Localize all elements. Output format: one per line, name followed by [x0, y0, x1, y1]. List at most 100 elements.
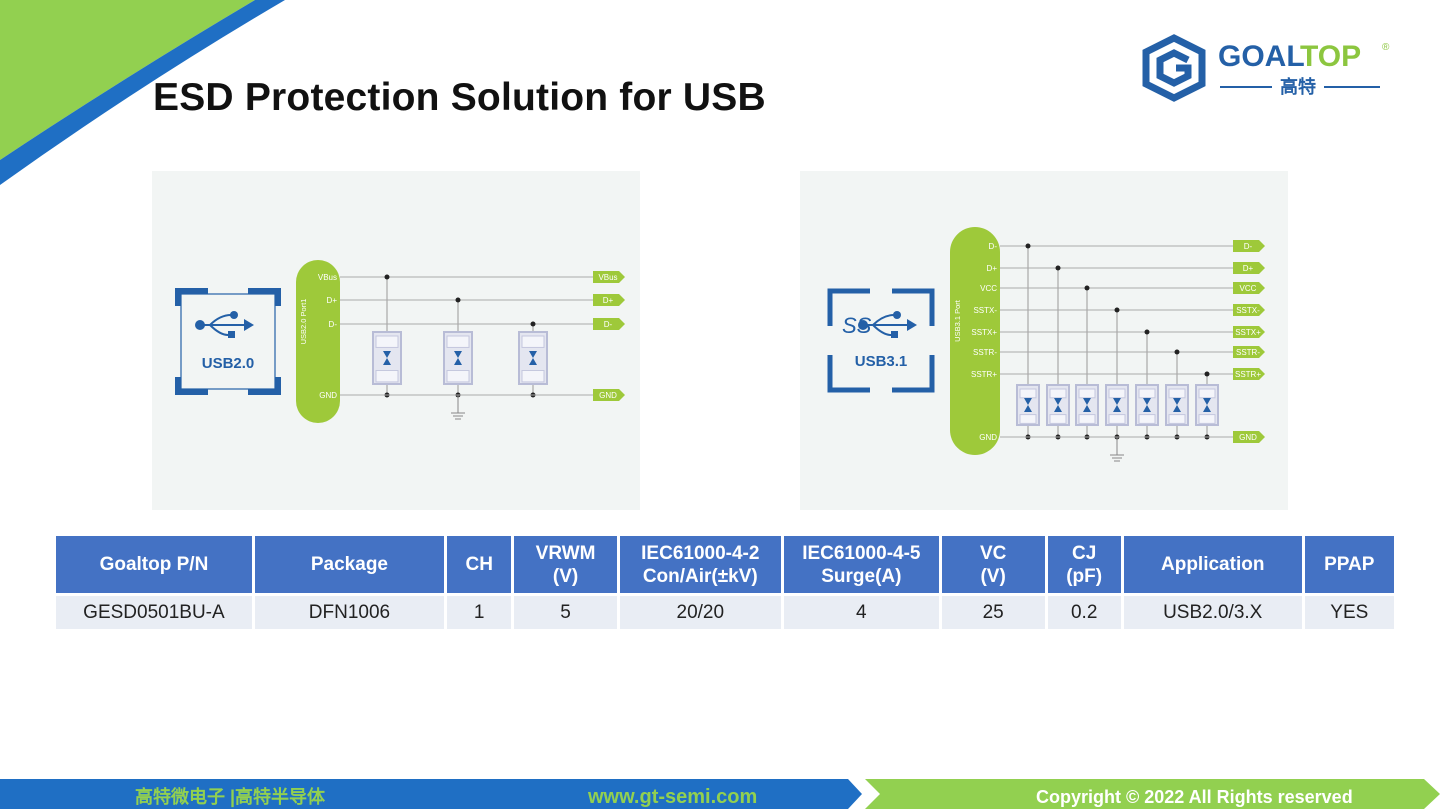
column-header-text: Goaltop P/N	[99, 554, 209, 575]
column-header-text: (V)	[552, 565, 579, 587]
column-header: PPAP	[1304, 536, 1394, 593]
table-cell: 25	[941, 596, 1045, 629]
svg-text:TOP: TOP	[1300, 40, 1361, 73]
column-header-text: (pF)	[1066, 565, 1103, 587]
port-connector	[950, 227, 1000, 455]
tag-label: GND	[1239, 433, 1257, 442]
diode-pad	[375, 335, 399, 348]
junction-dot	[455, 297, 461, 303]
tag-shape	[1233, 368, 1265, 380]
tag-label: GND	[599, 391, 617, 400]
diode-pad	[1049, 414, 1067, 424]
diode-pad	[1108, 414, 1126, 424]
usb-square	[228, 331, 235, 338]
tag-shape	[1233, 431, 1265, 443]
diode-pad	[1168, 388, 1186, 399]
diode-symbol	[1143, 398, 1151, 412]
diode-symbol	[1024, 398, 1032, 412]
table-cell: GESD0501BU-A	[56, 596, 252, 629]
diode-symbol	[454, 351, 462, 365]
signal-tag: SSTX-	[1233, 304, 1265, 316]
logo-hexagon-icon	[1142, 34, 1206, 102]
tvs-diode-icon	[372, 331, 402, 385]
junction-dot	[1025, 243, 1031, 249]
diode-pad	[1049, 388, 1067, 399]
port-connector	[296, 260, 340, 423]
tag-label: VCC	[1240, 284, 1257, 293]
diode-symbol	[529, 351, 537, 365]
diode-pad	[1019, 414, 1037, 424]
goaltop-logo: GOAL TOP ® 高特	[1134, 30, 1424, 108]
table-cell: 20/20	[619, 596, 781, 629]
column-header: VRWM (V)	[514, 536, 617, 593]
usb-dot	[893, 311, 901, 319]
column-header: IEC61000-4-2 Con/Air(±kV)	[619, 536, 781, 593]
signal-tag: D-	[1233, 240, 1265, 252]
tag-label: SSTX-	[1236, 306, 1260, 315]
column-header-text: CJ	[1072, 542, 1097, 564]
tag-label: D+	[603, 296, 614, 305]
signal-tag: D-	[593, 318, 625, 330]
tvs-diode-icon	[1195, 384, 1219, 426]
column-header-text: Package	[310, 554, 388, 575]
tag-shape	[1233, 326, 1265, 338]
diode-symbol	[1113, 398, 1121, 412]
signal-tag: SSTR-	[1233, 346, 1265, 358]
junction-dot	[1144, 329, 1150, 335]
junction-dot	[1055, 265, 1061, 271]
usb-icon: USB2.0	[175, 288, 281, 395]
diode-pad	[1078, 414, 1096, 424]
diode-pad	[446, 369, 470, 383]
ground-tag: GND	[593, 389, 625, 401]
signal-pin-label: D+	[987, 264, 998, 273]
table-header-row: Goaltop P/N Package CH VRWM (V) IEC61000-4-2 C…	[56, 536, 1394, 593]
footer-website-link[interactable]: www.gt-semi.com	[588, 786, 758, 808]
tag-label: SSTR+	[1235, 370, 1261, 379]
usb-dot	[858, 320, 868, 330]
signal-pin-label: VBus	[318, 273, 337, 282]
tag-shape	[1233, 262, 1265, 274]
svg-text:高特: 高特	[1280, 76, 1316, 97]
junction-dot	[1174, 349, 1180, 355]
column-header: CH	[447, 536, 512, 593]
signal-pin-label: SSTR+	[971, 370, 997, 379]
tag-shape	[1233, 282, 1265, 294]
tvs-diode-icon	[518, 331, 548, 385]
column-header-text: VC	[979, 542, 1007, 564]
junction-dot	[1204, 371, 1210, 377]
column-header: Goaltop P/N	[56, 536, 252, 593]
usb-dot	[230, 311, 238, 319]
usb2-diagram-panel: USB2.0 USB2.0 Port1 VBus VBus D+ D+ D- D- GND GND	[152, 171, 640, 510]
diode-pad	[1138, 414, 1156, 424]
column-header: Application	[1123, 536, 1302, 593]
column-header: CJ (pF)	[1047, 536, 1121, 593]
svg-text:®: ®	[1382, 42, 1390, 53]
icon-frame	[180, 293, 276, 390]
tvs-diode-icon	[1075, 384, 1099, 426]
diode-symbol	[1054, 398, 1062, 412]
icon-frame-corners	[827, 288, 935, 393]
usb-trident	[863, 314, 909, 336]
signal-tag: D+	[593, 294, 625, 306]
column-header-text: CH	[465, 554, 493, 575]
table-cell: 0.2	[1047, 596, 1121, 629]
table-row: GESD0501BU-A DFN1006 1 5 20/20 4 25 0.2 USB2.0/3…	[56, 596, 1394, 629]
diode-symbol	[1173, 398, 1181, 412]
table-cell: 4	[783, 596, 939, 629]
usb3-diagram-panel: SS USB3.1 USB3.1 Port D- D- D+ D+ VCC VCC SSTX- SS…	[800, 171, 1288, 510]
usb-square	[891, 331, 898, 338]
signal-tag: D+	[1233, 262, 1265, 274]
port-label: USB2.0 Port1	[299, 299, 308, 345]
tvs-diode-icon	[1105, 384, 1129, 426]
diode-symbol	[1083, 398, 1091, 412]
signal-pin-label: SSTX+	[971, 328, 997, 337]
signal-pin-label: D-	[329, 320, 338, 329]
junction-dot	[1084, 285, 1090, 291]
table-cell: 5	[514, 596, 617, 629]
column-header: Package	[254, 536, 445, 593]
ground-pin-label: GND	[319, 391, 337, 400]
page-title: ESD Protection Solution for USB	[153, 76, 766, 119]
signal-pin-label: SSTR-	[973, 348, 997, 357]
tag-shape	[593, 294, 625, 306]
diode-symbol	[383, 351, 391, 365]
